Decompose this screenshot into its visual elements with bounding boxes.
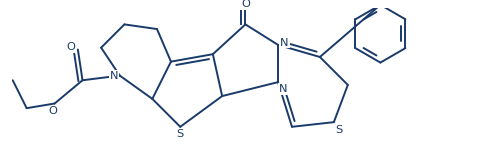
Text: O: O bbox=[241, 0, 249, 9]
Text: S: S bbox=[176, 129, 183, 139]
Text: N: N bbox=[278, 84, 286, 94]
Text: S: S bbox=[334, 125, 342, 135]
Text: O: O bbox=[66, 42, 75, 52]
Text: N: N bbox=[280, 38, 288, 48]
Text: O: O bbox=[48, 106, 57, 116]
Text: N: N bbox=[110, 71, 118, 81]
